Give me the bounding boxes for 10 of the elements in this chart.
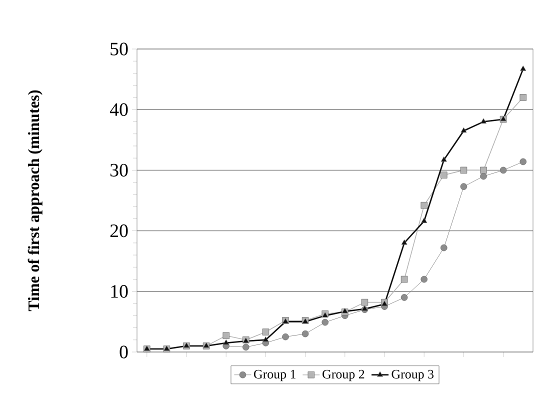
y-tick-label: 0 <box>120 346 128 358</box>
y-axis-title: Time of first approach (minutes) <box>28 90 42 312</box>
y-tick-label: 30 <box>110 164 128 177</box>
y-tick-label: 10 <box>111 285 128 298</box>
legend-label: Group 3 <box>392 370 434 382</box>
y-tick-label: 50 <box>110 42 128 56</box>
legend-label: Group 2 <box>322 370 364 382</box>
y-tick-label: 20 <box>110 224 128 238</box>
y-tick-label: 40 <box>110 103 128 116</box>
legend-label: Group 1 <box>254 370 296 382</box>
